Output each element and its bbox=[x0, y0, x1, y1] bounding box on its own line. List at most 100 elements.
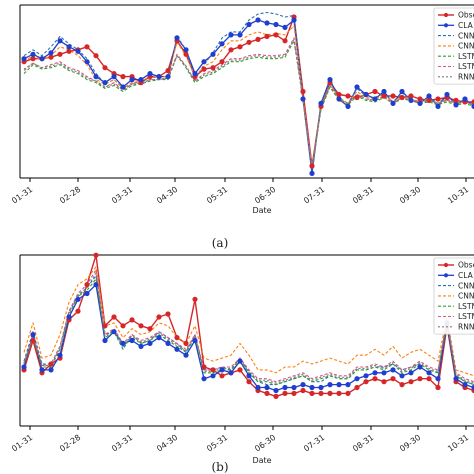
data-point bbox=[48, 367, 54, 373]
series-line bbox=[23, 25, 474, 170]
data-point bbox=[237, 32, 243, 38]
data-point bbox=[363, 91, 369, 98]
legend-marker bbox=[443, 23, 449, 28]
data-point bbox=[435, 96, 441, 102]
data-point bbox=[309, 170, 315, 176]
series-line bbox=[23, 266, 474, 377]
legend-label: CNNI bbox=[458, 42, 474, 51]
data-point bbox=[219, 59, 225, 65]
x-axis-title: Date bbox=[252, 206, 271, 215]
data-point bbox=[453, 376, 459, 382]
data-point bbox=[354, 376, 360, 382]
data-point bbox=[228, 370, 234, 376]
data-point bbox=[408, 97, 414, 104]
data-point bbox=[462, 96, 468, 102]
data-point bbox=[381, 370, 387, 376]
data-point bbox=[129, 77, 135, 83]
data-point bbox=[408, 370, 414, 376]
data-point bbox=[255, 36, 261, 43]
data-point bbox=[120, 340, 126, 346]
data-point bbox=[48, 361, 54, 367]
data-point bbox=[120, 74, 126, 80]
data-point bbox=[93, 252, 99, 258]
panel-label: (b) bbox=[211, 460, 228, 474]
data-point bbox=[228, 47, 234, 53]
legend-label: RNNI bbox=[458, 73, 474, 82]
data-point bbox=[264, 384, 270, 391]
data-point bbox=[399, 382, 405, 388]
data-point bbox=[372, 88, 378, 95]
legend-label: RNNI bbox=[458, 323, 474, 332]
x-tick-label: 02-28 bbox=[58, 433, 82, 454]
series-line bbox=[23, 37, 474, 169]
data-point bbox=[84, 44, 90, 50]
data-point bbox=[327, 382, 333, 388]
data-point bbox=[138, 323, 144, 329]
data-point bbox=[156, 314, 162, 320]
data-point bbox=[39, 367, 45, 373]
legend-label: LSTM bbox=[458, 52, 474, 61]
data-point bbox=[138, 77, 144, 83]
data-point bbox=[444, 91, 450, 98]
data-point bbox=[273, 21, 279, 28]
data-point bbox=[165, 74, 171, 80]
data-point bbox=[165, 340, 171, 346]
data-point bbox=[165, 68, 171, 74]
data-point bbox=[327, 390, 333, 396]
data-point bbox=[102, 323, 108, 329]
data-point bbox=[129, 317, 135, 323]
data-point bbox=[192, 337, 198, 344]
data-point bbox=[399, 88, 405, 95]
data-point bbox=[165, 311, 171, 317]
data-point bbox=[210, 65, 216, 71]
data-point bbox=[417, 376, 423, 382]
data-point bbox=[219, 373, 225, 379]
data-point bbox=[66, 44, 72, 50]
data-point bbox=[426, 370, 432, 376]
data-point bbox=[381, 93, 387, 99]
data-point bbox=[291, 17, 297, 23]
data-point bbox=[21, 364, 27, 370]
x-tick-label: 08-31 bbox=[351, 185, 375, 206]
data-point bbox=[417, 364, 423, 370]
series-line bbox=[23, 16, 474, 167]
data-point bbox=[381, 88, 387, 95]
data-point bbox=[111, 314, 117, 320]
data-point bbox=[93, 53, 99, 59]
data-point bbox=[264, 20, 270, 26]
data-point bbox=[210, 373, 216, 379]
data-point bbox=[264, 33, 270, 40]
data-point bbox=[309, 390, 315, 396]
data-point bbox=[30, 337, 36, 344]
data-point bbox=[345, 103, 351, 110]
data-point bbox=[327, 77, 333, 83]
series-line bbox=[23, 269, 474, 383]
data-point bbox=[237, 358, 243, 364]
data-point bbox=[345, 390, 351, 396]
data-point bbox=[138, 343, 144, 349]
data-point bbox=[156, 335, 162, 341]
legend-label: Obse bbox=[458, 261, 474, 270]
legend-label: CLA bbox=[458, 21, 474, 30]
legend-box bbox=[433, 7, 474, 85]
data-point bbox=[408, 93, 414, 99]
x-tick-label: 07-31 bbox=[302, 185, 326, 206]
data-point bbox=[210, 51, 216, 57]
data-point bbox=[66, 314, 72, 320]
x-tick-label: 04-30 bbox=[155, 433, 179, 454]
data-point bbox=[30, 51, 36, 57]
legend-label: CNNI bbox=[458, 292, 474, 301]
data-point bbox=[273, 393, 279, 399]
x-tick-label: 10-31 bbox=[446, 185, 470, 206]
x-tick-label: 10-31 bbox=[446, 433, 470, 454]
data-point bbox=[201, 376, 207, 382]
legend-label: LSTM bbox=[458, 312, 474, 321]
data-point bbox=[84, 290, 90, 297]
data-point bbox=[228, 32, 234, 38]
data-point bbox=[372, 376, 378, 382]
data-point bbox=[273, 387, 279, 394]
data-point bbox=[345, 93, 351, 99]
data-point bbox=[399, 94, 405, 101]
series-line bbox=[23, 38, 474, 169]
data-point bbox=[48, 54, 54, 60]
